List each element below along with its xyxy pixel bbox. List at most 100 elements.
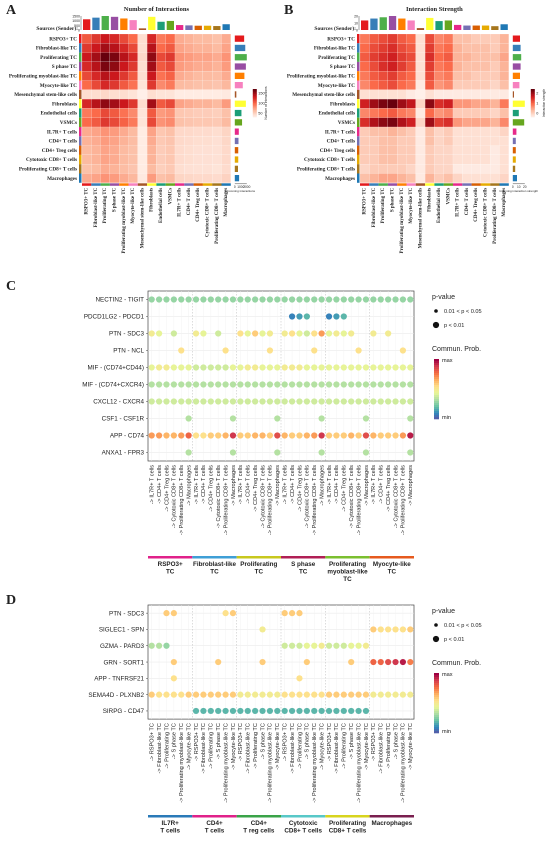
dot bbox=[296, 296, 303, 303]
heatmap-cell bbox=[91, 117, 101, 128]
legend-swatch bbox=[252, 100, 257, 102]
heatmap-cell bbox=[359, 52, 370, 62]
heatmap-cell bbox=[490, 136, 500, 146]
group-label: T cells bbox=[205, 828, 225, 835]
group-label: CD8+ T cells bbox=[329, 828, 367, 835]
dot bbox=[274, 449, 281, 456]
heatmap-cell bbox=[397, 80, 407, 90]
heatmap-cell bbox=[137, 136, 148, 146]
x-label: -> Macrophages bbox=[319, 465, 325, 506]
heatmap-cell bbox=[156, 80, 166, 90]
heatmap-cell bbox=[369, 136, 379, 146]
heatmap-cell bbox=[462, 99, 472, 109]
legend-swatch bbox=[530, 91, 535, 94]
dot bbox=[259, 296, 266, 303]
heatmap-cell bbox=[490, 164, 500, 174]
right-bar bbox=[234, 128, 239, 135]
right-bar bbox=[512, 82, 520, 89]
heatmap-cell bbox=[425, 117, 435, 128]
col-label: Myocyte-like TC bbox=[131, 187, 136, 223]
heatmap-cell bbox=[202, 164, 213, 174]
heatmap-cell bbox=[165, 89, 176, 100]
heatmap-cell bbox=[128, 117, 138, 128]
heatmap-cell bbox=[462, 52, 472, 62]
dot bbox=[311, 707, 318, 715]
row-color-strip bbox=[79, 89, 82, 100]
heatmap-cell bbox=[378, 117, 388, 128]
row-label: CD4+ T cells bbox=[49, 139, 77, 145]
heatmap-cell bbox=[443, 126, 454, 137]
col-color-strip bbox=[360, 183, 370, 186]
dot bbox=[163, 381, 170, 388]
x-label: -> Proliferating myoblast-like TC bbox=[401, 723, 407, 803]
heatmap-cell bbox=[443, 117, 454, 128]
heatmap-cell bbox=[156, 164, 166, 174]
colorbar-swatch bbox=[434, 403, 439, 406]
heatmap-cell bbox=[100, 89, 110, 100]
heatmap-cell bbox=[425, 52, 435, 62]
dot bbox=[148, 432, 155, 439]
dot bbox=[229, 296, 237, 303]
heatmap-cell bbox=[443, 80, 454, 90]
row-color-strip bbox=[357, 61, 360, 72]
col-color-strip bbox=[415, 183, 426, 186]
top-bar bbox=[370, 18, 378, 30]
heatmap-cell bbox=[425, 89, 435, 100]
heatmap-cell bbox=[147, 71, 157, 81]
dot bbox=[340, 330, 347, 337]
dot bbox=[192, 296, 200, 303]
pair-label: CXCL12 - CXCR4 bbox=[93, 399, 144, 406]
heatmap-cell bbox=[480, 89, 491, 100]
heatmap-cell bbox=[81, 126, 92, 137]
heatmap-cell bbox=[81, 117, 92, 128]
heatmap-cell bbox=[137, 52, 148, 62]
dot bbox=[274, 691, 281, 698]
dot bbox=[325, 381, 333, 388]
colorbar-swatch bbox=[434, 417, 439, 420]
row-color-strip bbox=[79, 117, 82, 127]
dot bbox=[163, 398, 170, 405]
dot bbox=[148, 642, 155, 649]
heatmap-cell bbox=[221, 33, 231, 44]
row-label: Mesenchymal stem-like cells bbox=[14, 92, 77, 98]
dot bbox=[252, 296, 259, 303]
dot bbox=[192, 364, 200, 371]
dot bbox=[303, 642, 310, 649]
row-label: Fibroblast-like TC bbox=[314, 46, 355, 52]
dot bbox=[296, 675, 303, 682]
pair-label: ANXA1 - FPR3 bbox=[102, 450, 145, 457]
heatmap-cell bbox=[462, 117, 472, 128]
heatmap-cell bbox=[387, 126, 398, 137]
col-label: CD4+ T cells bbox=[187, 188, 192, 215]
dot bbox=[207, 707, 214, 715]
heatmap-cell bbox=[109, 173, 120, 183]
heatmap-cell bbox=[378, 154, 388, 165]
col-label: Cytotoxic CD8+ T cells bbox=[205, 188, 210, 237]
legend-swatch bbox=[530, 114, 535, 116]
legend-swatch bbox=[530, 97, 535, 100]
dot bbox=[392, 626, 399, 633]
dot bbox=[377, 296, 384, 303]
row-label: Cytotoxic CD8+ T cells bbox=[26, 157, 77, 163]
heatmap-cell bbox=[193, 52, 203, 62]
heatmap-cell bbox=[490, 61, 500, 72]
top-bar bbox=[120, 18, 128, 30]
heatmap-cell bbox=[434, 145, 444, 155]
heatmap-cell bbox=[462, 71, 472, 81]
top-bar bbox=[388, 16, 397, 30]
dot bbox=[333, 398, 340, 405]
dot bbox=[392, 658, 399, 666]
top-bar bbox=[361, 20, 369, 30]
legend-swatch bbox=[530, 90, 535, 93]
heatmap-cell bbox=[156, 33, 166, 44]
heatmap-cell bbox=[490, 154, 500, 165]
colorbar-swatch bbox=[434, 361, 439, 364]
row-label: S phase TC bbox=[330, 64, 356, 70]
group-label: CD4+ bbox=[206, 820, 223, 827]
heatmap-cell bbox=[81, 33, 92, 44]
heatmap-cell bbox=[221, 173, 231, 183]
heatmap-cell bbox=[100, 108, 110, 118]
dot bbox=[148, 364, 155, 371]
dot bbox=[370, 364, 377, 371]
dot bbox=[155, 364, 163, 371]
